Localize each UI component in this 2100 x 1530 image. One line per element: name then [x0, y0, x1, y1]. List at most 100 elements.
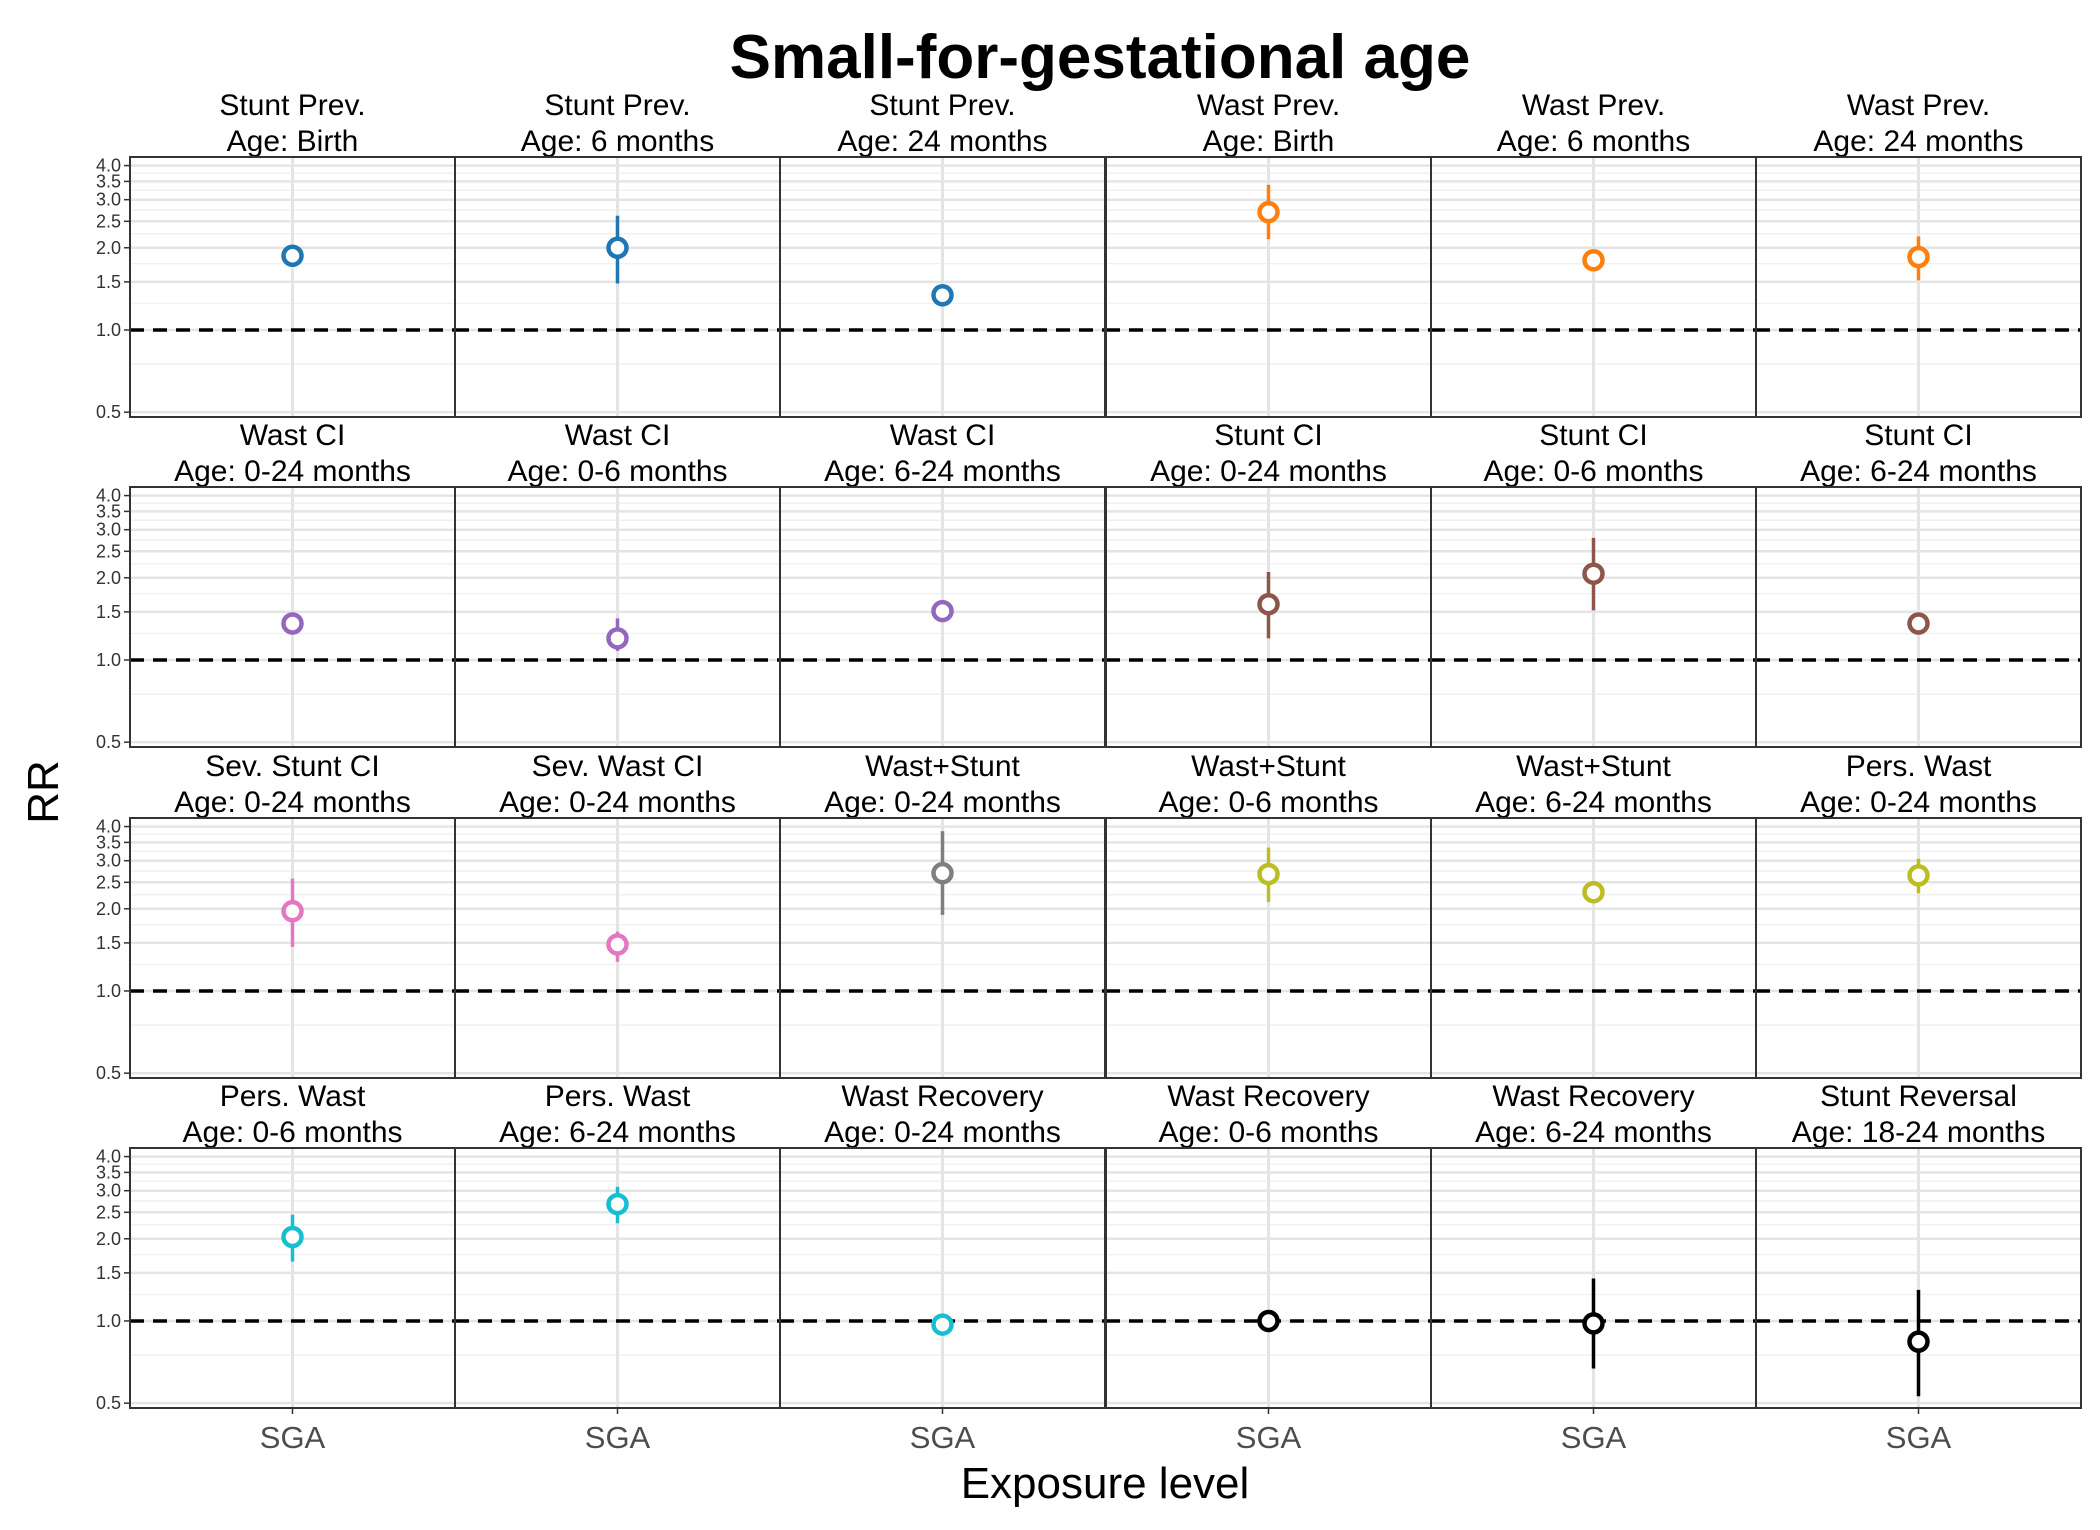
y-tick-label: 2.5	[96, 872, 121, 892]
x-tick-label: SGA	[585, 1420, 651, 1455]
data-point	[1582, 1312, 1605, 1335]
panel-age-label: Age: 0-6 months	[1158, 786, 1378, 819]
y-axis-label: RR	[19, 760, 68, 824]
y-tick-label: 2.5	[96, 1202, 121, 1222]
panel-age-label: Age: 6-24 months	[824, 455, 1061, 488]
panel-age-label: Age: 0-24 months	[174, 455, 411, 488]
y-tick-label: 1.0	[96, 650, 121, 670]
data-point	[931, 599, 954, 623]
panel-outcome-label: Wast Recovery	[841, 1080, 1043, 1113]
y-tick-label: 2.0	[96, 1229, 121, 1249]
x-tick-label: SGA	[1561, 1420, 1627, 1455]
panel-age-label: Age: 6-24 months	[499, 1116, 736, 1149]
panel-age-label: Age: 6-24 months	[1475, 786, 1712, 819]
panel-age-label: Age: 6-24 months	[1800, 455, 2037, 488]
panel-age-label: Age: Birth	[227, 125, 359, 158]
panel-age-label: Age: 0-24 months	[1800, 786, 2037, 819]
panel-outcome-label: Wast Recovery	[1167, 1080, 1369, 1113]
panel-age-label: Age: 0-6 months	[1158, 1116, 1378, 1149]
panel-outcome-label: Stunt Prev.	[544, 89, 690, 122]
panel-age-label: Age: 0-6 months	[1483, 455, 1703, 488]
x-tick-label: SGA	[1236, 1420, 1302, 1455]
panel-age-label: Age: 6 months	[521, 125, 714, 158]
panel-outcome-label: Pers. Wast	[545, 1080, 691, 1113]
panel-outcome-label: Stunt CI	[1864, 419, 1972, 452]
data-point	[1582, 562, 1605, 585]
y-tick-label: 2.0	[96, 899, 121, 919]
data-point	[1257, 862, 1280, 886]
y-tick-label: 1.0	[96, 981, 121, 1001]
panel-outcome-label: Wast Prev.	[1197, 89, 1340, 122]
y-tick-label: 3.0	[96, 1181, 121, 1201]
y-tick-label: 2.0	[96, 238, 121, 258]
y-tick-label: 1.0	[96, 320, 121, 340]
panel-age-label: Age: 0-6 months	[182, 1116, 402, 1149]
x-tick-label: SGA	[260, 1420, 326, 1455]
panel-border	[1755, 817, 2082, 1079]
y-tick-label: 4.0	[96, 1147, 121, 1167]
data-point	[606, 627, 629, 650]
data-point	[1907, 612, 1930, 635]
panel-outcome-label: Stunt Reversal	[1820, 1080, 2017, 1113]
y-tick-label: 1.5	[96, 1263, 121, 1283]
data-point	[1582, 249, 1605, 272]
panel-age-label: Age: 0-6 months	[507, 455, 727, 488]
data-point	[931, 1313, 954, 1336]
y-tick-label: 4.0	[96, 486, 121, 506]
data-point	[1257, 1309, 1280, 1333]
data-point	[1907, 245, 1930, 269]
panel-outcome-label: Wast Recovery	[1492, 1080, 1694, 1113]
y-tick-label: 3.5	[96, 501, 121, 521]
data-point	[1257, 592, 1280, 616]
panel-age-label: Age: 0-24 months	[824, 786, 1061, 819]
panel-outcome-label: Wast CI	[890, 419, 996, 452]
data-point	[281, 244, 304, 267]
panel-outcome-label: Sev. Wast CI	[532, 750, 704, 783]
data-point	[1907, 1330, 1930, 1353]
panel-outcome-label: Pers. Wast	[220, 1080, 366, 1113]
panel-age-label: Age: 24 months	[837, 125, 1047, 158]
y-tick-label: 2.5	[96, 211, 121, 231]
panel-age-label: Age: 24 months	[1813, 125, 2023, 158]
y-tick-label: 2.5	[96, 541, 121, 561]
y-tick-label: 3.0	[96, 520, 121, 540]
y-tick-label: 3.5	[96, 1162, 121, 1182]
panel-outcome-label: Sev. Stunt CI	[205, 750, 380, 783]
data-point	[931, 284, 954, 307]
y-tick-label: 0.5	[96, 732, 121, 752]
x-tick-label: SGA	[910, 1420, 976, 1455]
panel-outcome-label: Wast CI	[565, 419, 671, 452]
panel-outcome-label: Wast+Stunt	[865, 750, 1020, 783]
data-point	[1582, 880, 1605, 904]
y-tick-label: 1.5	[96, 272, 121, 292]
y-tick-label: 1.5	[96, 602, 121, 622]
panel-outcome-label: Wast+Stunt	[1516, 750, 1671, 783]
panel-outcome-label: Stunt Prev.	[869, 89, 1015, 122]
panel-outcome-label: Wast Prev.	[1847, 89, 1990, 122]
panel-age-label: Age: 0-24 months	[499, 786, 736, 819]
panel-border	[1755, 486, 2082, 748]
x-tick-label: SGA	[1886, 1420, 1952, 1455]
y-tick-label: 3.0	[96, 190, 121, 210]
panel-outcome-label: Wast+Stunt	[1191, 750, 1346, 783]
panel-outcome-label: Stunt Prev.	[219, 89, 365, 122]
data-point	[606, 1192, 629, 1216]
y-tick-label: 1.0	[96, 1311, 121, 1331]
data-point	[281, 1225, 304, 1249]
panel-age-label: Age: 18-24 months	[1792, 1116, 2046, 1149]
panel-age-label: Age: 0-24 months	[1150, 455, 1387, 488]
y-tick-label: 2.0	[96, 568, 121, 588]
y-tick-label: 4.0	[96, 156, 121, 176]
panel-age-label: Age: 0-24 months	[824, 1116, 1061, 1149]
y-tick-label: 3.5	[96, 832, 121, 852]
data-point	[281, 612, 304, 635]
panel-age-label: Age: Birth	[1203, 125, 1335, 158]
y-tick-label: 0.5	[96, 1393, 121, 1413]
panel-outcome-label: Pers. Wast	[1846, 750, 1992, 783]
x-axis-label: Exposure level	[961, 1459, 1250, 1508]
data-point	[606, 236, 629, 260]
data-point	[281, 899, 304, 923]
y-tick-label: 1.5	[96, 933, 121, 953]
